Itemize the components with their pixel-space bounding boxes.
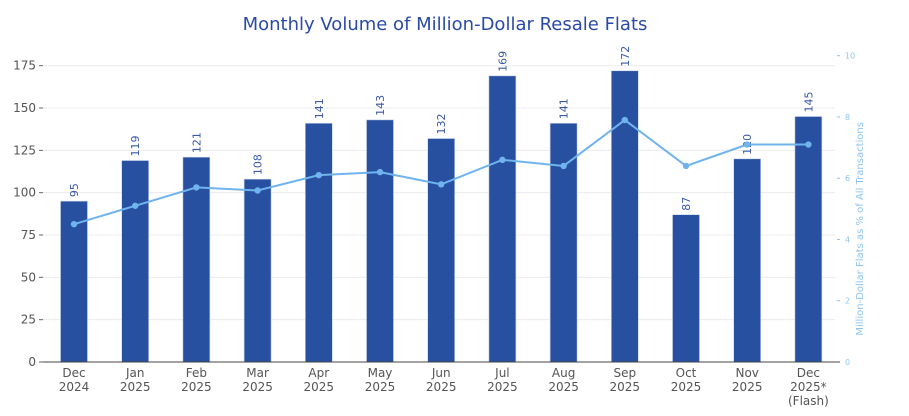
bar-data-label: 87 [680,197,693,211]
bars: 9511912110814114313216914117287120145 [60,46,823,363]
x-tick-label: Dec [62,366,85,380]
x-tick-label: 2025* [790,380,827,394]
x-tick-label: Nov [735,366,758,380]
y-tick-label: 25 [21,313,36,327]
line-point [193,184,200,191]
bar [672,214,700,363]
y-tick-label: 125 [13,143,36,157]
bar-data-label: 172 [619,46,632,67]
bar [427,138,456,363]
bar [733,158,762,363]
line-point [499,156,506,164]
x-tick-label: 2025 [120,380,151,394]
bar [182,156,211,363]
bar [121,160,149,363]
x-tick-label: 2025 [426,380,457,394]
y-tick-label: 100 [13,186,36,200]
y2-tick-label: 2 [845,297,850,306]
x-tick-label: Sep [613,366,636,380]
line-point [70,220,78,228]
line-point [682,162,690,170]
bar [488,75,517,363]
bar-data-label: 141 [313,98,326,119]
x-tick-label: 2025 [487,380,518,394]
x-tick-label: Aug [552,366,575,380]
bar [794,116,823,363]
bar [366,119,394,363]
x-tick-label: Jul [494,366,509,380]
y-tick-label: 175 [13,59,36,73]
x-tick-label: 2025 [304,380,335,394]
x-tick-label: Mar [246,366,269,380]
x-tick-label: Jan [125,366,145,380]
x-tick-label: 2024 [59,380,90,394]
x-tick-label: Apr [308,366,329,380]
y2-tick-label: 0 [845,358,850,367]
bar-data-label: 108 [252,154,265,175]
chart-title: Monthly Volume of Million-Dollar Resale … [243,14,648,35]
bar-data-label: 121 [190,132,203,153]
line-point [621,116,628,124]
line-series [70,116,812,228]
y-tick-label: 150 [13,101,36,115]
x-tick-label: Dec [797,366,820,380]
bar-data-label: 169 [496,51,509,72]
line-point [744,141,751,148]
line-point [560,162,567,170]
x-tick-label: 2025 [732,380,763,394]
bar [304,122,333,363]
x-tick-label: May [368,366,393,380]
bar-data-label: 132 [435,114,448,135]
x-tick-label: (Flash) [788,394,829,408]
x-tick-label: Jun [431,366,451,380]
y2-tick-label: 10 [845,52,855,61]
bar-data-label: 141 [558,98,571,119]
line-point [376,168,384,176]
y2-tick-label: 6 [845,174,850,183]
bar [610,70,639,363]
y2-axis-title: Million-Dollar Flats as % of All Transac… [855,122,866,336]
y-tick-label: 75 [21,228,36,242]
line-point [254,187,261,194]
bar-data-label: 143 [374,95,387,116]
x-tick-label: 2025 [610,380,641,394]
x-tick-label: 2025 [365,380,396,394]
line-point [315,171,322,179]
bar [243,178,272,363]
y2-tick-label: 4 [845,235,850,244]
y2-tick-label: 8 [845,113,850,122]
x-tick-label: 2025 [181,380,212,394]
x-tick-label: Oct [676,366,697,380]
y-tick-label: 50 [21,270,36,284]
bar-data-label: 95 [68,183,81,197]
axes: 0 25 50 75 100 125 150 175 0 2 4 6 8 10 Million-Dollar… [13,52,866,408]
x-tick-label: 2025 [242,380,273,394]
line-point [132,202,139,209]
bar-data-label: 119 [129,136,142,157]
x-tick-label: 2025 [548,380,579,394]
bar-data-label: 145 [802,91,815,112]
x-tick-label: 2025 [671,380,702,394]
y-tick-label: 0 [28,355,36,369]
line-point [805,141,812,148]
line-point [438,181,445,188]
x-tick-label: Feb [186,366,207,380]
